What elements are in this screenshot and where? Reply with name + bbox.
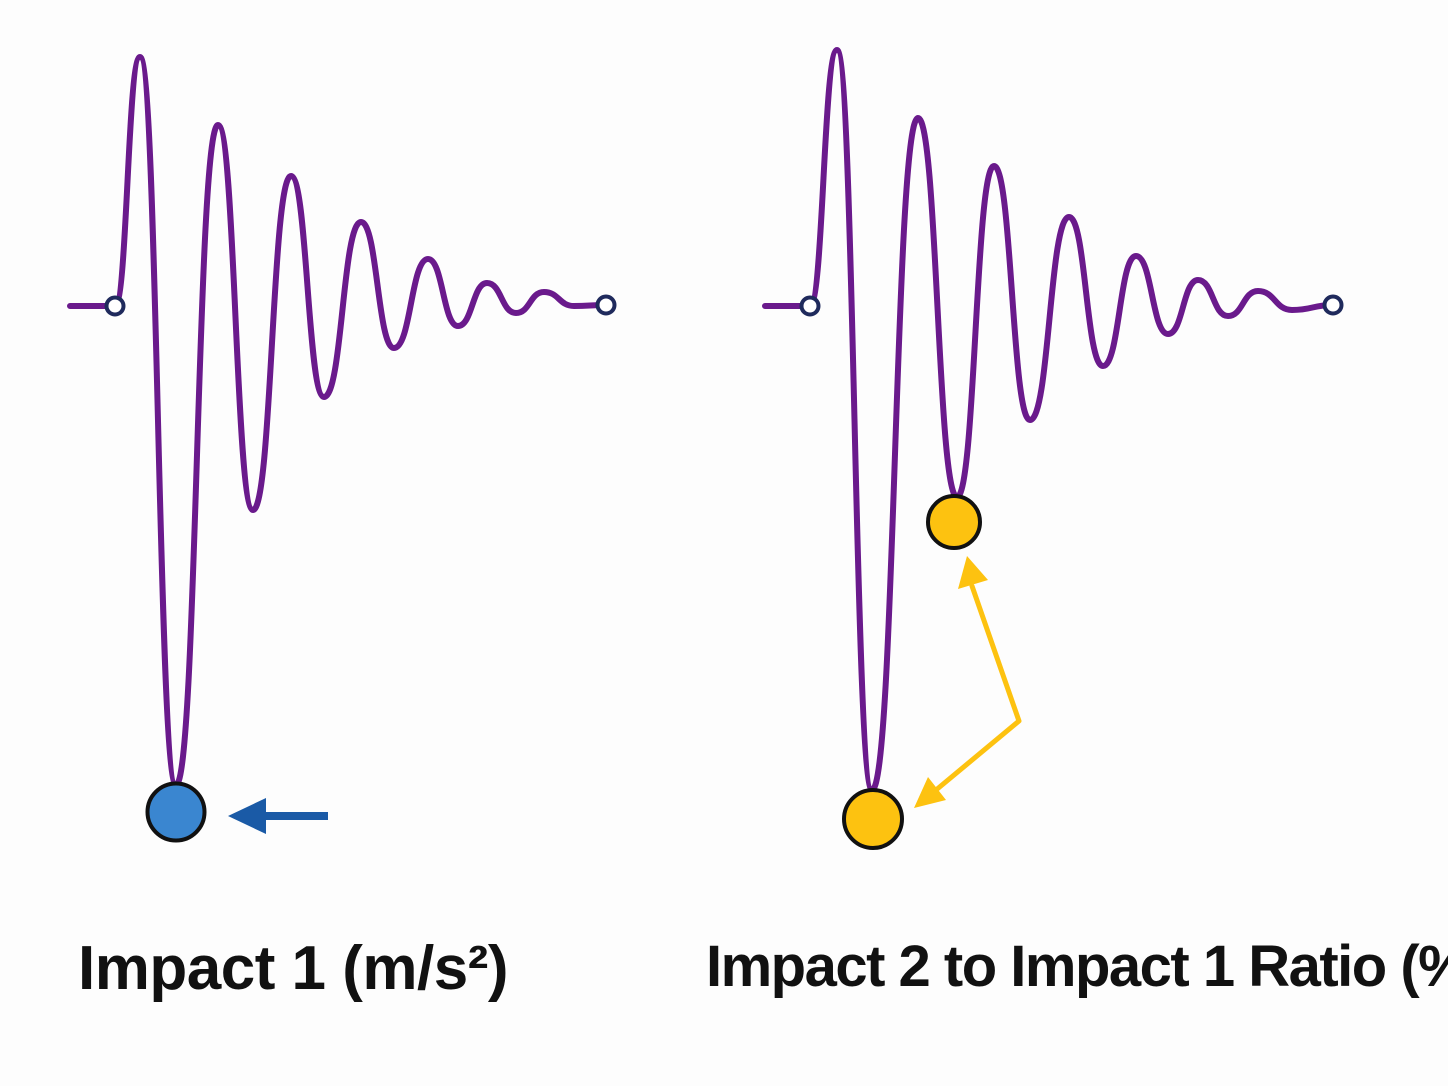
double-headed-arrow xyxy=(914,556,1022,808)
impact-1-peak-marker xyxy=(842,788,904,850)
waveform-start-endpoint xyxy=(799,295,821,317)
impact-1-caption: Impact 1 (m/s²) xyxy=(78,934,509,1003)
impact-ratio-caption: Impact 2 to Impact 1 Ratio (%) xyxy=(706,934,1448,999)
panel-impact-1 xyxy=(67,54,617,843)
damped-oscillation-waveform-right xyxy=(762,47,1336,793)
waveform-start-endpoint xyxy=(104,295,126,317)
impact-2-peak-marker xyxy=(926,494,982,550)
panel-impact-ratio xyxy=(762,47,1344,850)
left-pointing-arrow xyxy=(228,798,328,834)
waveform-end-endpoint xyxy=(595,294,617,316)
waveform-end-endpoint xyxy=(1322,294,1344,316)
damped-oscillation-waveform-left xyxy=(67,54,609,788)
impact-1-peak-marker xyxy=(145,781,207,843)
